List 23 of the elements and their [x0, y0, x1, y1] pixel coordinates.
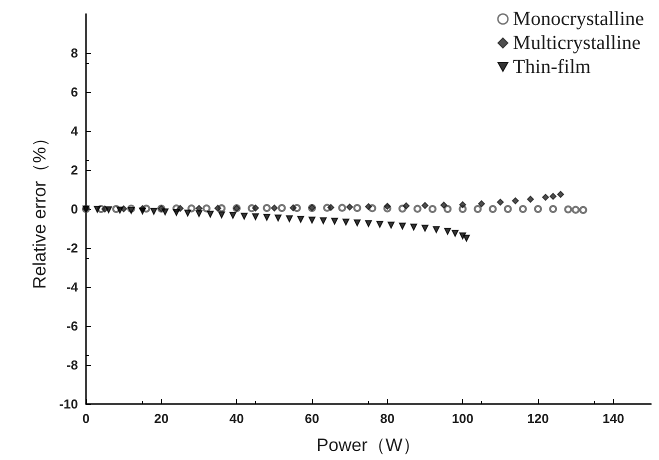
x-tick-label: 20: [154, 411, 169, 426]
legend-label: Thin-film: [512, 56, 592, 78]
y-tick-label: -2: [66, 240, 78, 256]
x-tick-label: 0: [82, 411, 90, 426]
legend-label: Monocrystalline: [512, 8, 644, 30]
y-tick-label: -10: [59, 396, 78, 412]
y-tick-label: 0: [70, 202, 78, 216]
legend-label: Multicrystalline: [512, 32, 641, 54]
x-tick-label: 60: [304, 411, 320, 426]
y-tick-label: 2: [70, 162, 78, 178]
x-axis-title: Power（W）: [316, 435, 421, 455]
y-tick-label: 6: [70, 84, 78, 100]
y-tick-label: -6: [66, 318, 78, 334]
x-tick-label: 40: [229, 411, 244, 426]
x-tick-label: 120: [527, 411, 549, 426]
x-tick-label: 100: [452, 411, 474, 426]
x-tick-label: 140: [602, 411, 624, 426]
y-axis-title: Relative error（%）: [29, 128, 50, 290]
y-tick-label: 4: [70, 124, 79, 138]
y-tick-label: -4: [66, 280, 79, 294]
y-tick-label: 8: [70, 46, 78, 60]
x-tick-label: 80: [380, 411, 395, 426]
y-tick-label: -8: [66, 358, 78, 372]
